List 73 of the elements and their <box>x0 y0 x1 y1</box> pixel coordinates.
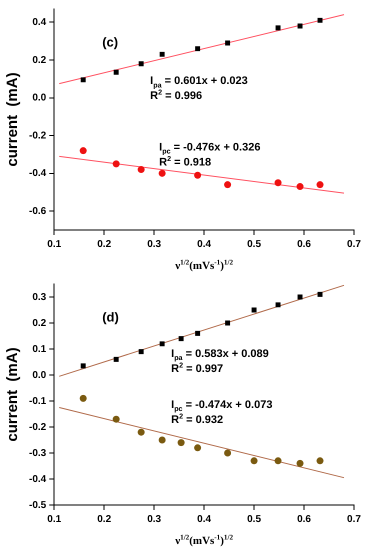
x-tick-label: 0.6 <box>297 514 312 525</box>
point <box>114 70 119 75</box>
point <box>80 394 87 402</box>
point <box>274 457 282 464</box>
x-tick-label: 0.5 <box>247 238 262 250</box>
y-tick-label: -0.6 <box>28 206 47 217</box>
point <box>138 166 145 174</box>
y-tick-label: -0.4 <box>28 474 47 485</box>
y-tick-label: 0.4 <box>32 16 47 28</box>
y-tick-label: -0.3 <box>28 448 47 459</box>
y-tick-label: -0.2 <box>28 422 47 433</box>
x-tick-label: 0.7 <box>347 238 362 250</box>
point <box>298 294 303 300</box>
y-tick-label: -0.1 <box>28 396 47 407</box>
point <box>276 25 281 30</box>
point <box>296 460 304 467</box>
point <box>194 444 202 452</box>
point <box>276 302 281 308</box>
y-tick-label: 0.2 <box>32 54 47 66</box>
point <box>138 61 144 66</box>
y-tick-label: 0.2 <box>32 318 47 329</box>
point <box>225 320 230 326</box>
y-tick-label: -0.5 <box>28 500 47 511</box>
point <box>138 428 145 436</box>
text: (c) <box>102 34 118 50</box>
x-tick-label: 0.4 <box>197 514 212 525</box>
x-tick-label: 0.2 <box>97 238 112 250</box>
point <box>178 336 184 342</box>
point <box>318 18 322 23</box>
y-axis-title: current (mA) <box>4 347 22 442</box>
point <box>224 450 232 456</box>
point <box>252 308 257 312</box>
y-tick-label: 0.0 <box>32 370 47 381</box>
point <box>298 24 303 28</box>
x-tick-label: 0.1 <box>47 238 62 250</box>
point <box>114 356 119 362</box>
point <box>316 181 324 188</box>
point <box>195 46 200 52</box>
point <box>112 416 120 423</box>
y-tick-label: -0.2 <box>28 130 47 142</box>
point <box>296 183 304 190</box>
point <box>80 147 87 154</box>
point <box>160 52 165 57</box>
point <box>112 160 120 168</box>
point <box>274 179 282 186</box>
point <box>250 457 258 464</box>
point <box>225 40 230 46</box>
point <box>178 439 185 446</box>
y-axis-title: current (mA) <box>4 72 22 167</box>
x-tick-label: 0.6 <box>297 238 312 250</box>
x-tick-label: 0.7 <box>347 514 362 525</box>
x-tick-label: 0.3 <box>147 514 162 525</box>
point <box>224 181 232 188</box>
x-tick-label: 0.4 <box>197 238 212 250</box>
point <box>318 292 322 297</box>
x-tick-label: 0.1 <box>47 514 62 525</box>
x-tick-label: 0.2 <box>97 514 112 525</box>
point <box>80 363 86 368</box>
point <box>195 330 200 336</box>
point <box>138 349 144 354</box>
y-tick-label: 0.1 <box>32 344 47 355</box>
point <box>316 457 324 464</box>
point <box>158 436 166 444</box>
x-tick-label: 0.5 <box>247 514 262 525</box>
point <box>160 341 165 346</box>
point <box>194 172 202 179</box>
text: (d) <box>102 310 119 325</box>
point <box>158 170 166 177</box>
y-tick-label: -0.4 <box>28 168 47 180</box>
x-tick-label: 0.3 <box>147 238 162 250</box>
point <box>80 77 86 82</box>
y-tick-label: 0.0 <box>32 92 47 104</box>
y-tick-label: 0.3 <box>32 292 47 303</box>
